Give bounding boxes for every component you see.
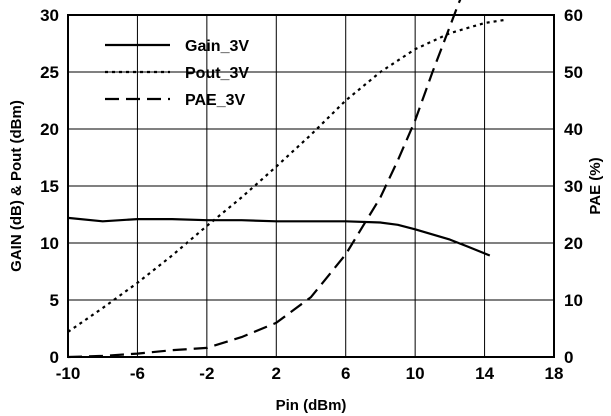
- x-axis-label: Pin (dBm): [276, 397, 347, 414]
- y-tick-label: 25: [40, 63, 59, 82]
- series-lines: [67, 0, 508, 359]
- series-line-pout-3v: [67, 18, 508, 333]
- y2-tick-label: 30: [564, 177, 583, 196]
- series-line-gain-3v: [67, 216, 491, 257]
- x-tick-label: -10: [56, 364, 81, 383]
- y-tick-label: 20: [40, 120, 59, 139]
- legend: Gain_3V Pout_3V PAE_3V: [105, 38, 249, 109]
- y2-axis-label: PAE (%): [587, 157, 604, 214]
- x-tick-label: 14: [475, 364, 494, 383]
- y-tick-label: 10: [40, 234, 59, 253]
- grid: [68, 15, 554, 357]
- y-tick-label: 15: [40, 177, 59, 196]
- legend-label: PAE_3V: [185, 92, 246, 109]
- y-axis-label: GAIN (dB) & Pout (dBm): [8, 100, 25, 272]
- plot-frame: [67, 14, 555, 358]
- x-tick-label: 10: [406, 364, 425, 383]
- x-tick-label: 6: [341, 364, 350, 383]
- y2-tick-label: 10: [564, 291, 583, 310]
- x-tick-label: 18: [545, 364, 564, 383]
- series-line-pae-3v: [67, 0, 462, 359]
- y2-tick-label: 20: [564, 234, 583, 253]
- y-tick-label: 5: [50, 291, 59, 310]
- y-tick-label: 30: [40, 6, 59, 25]
- y2-tick-label: 50: [564, 63, 583, 82]
- legend-label: Pout_3V: [185, 65, 249, 82]
- x-tick-label: 2: [272, 364, 281, 383]
- x-tick-label: -2: [199, 364, 214, 383]
- y2-tick-label: 60: [564, 6, 583, 25]
- legend-label: Gain_3V: [185, 38, 249, 55]
- x-tick-label: -6: [130, 364, 145, 383]
- y-tick-label: 0: [50, 348, 59, 367]
- y2-tick-label: 40: [564, 120, 583, 139]
- y2-tick-label: 0: [564, 348, 573, 367]
